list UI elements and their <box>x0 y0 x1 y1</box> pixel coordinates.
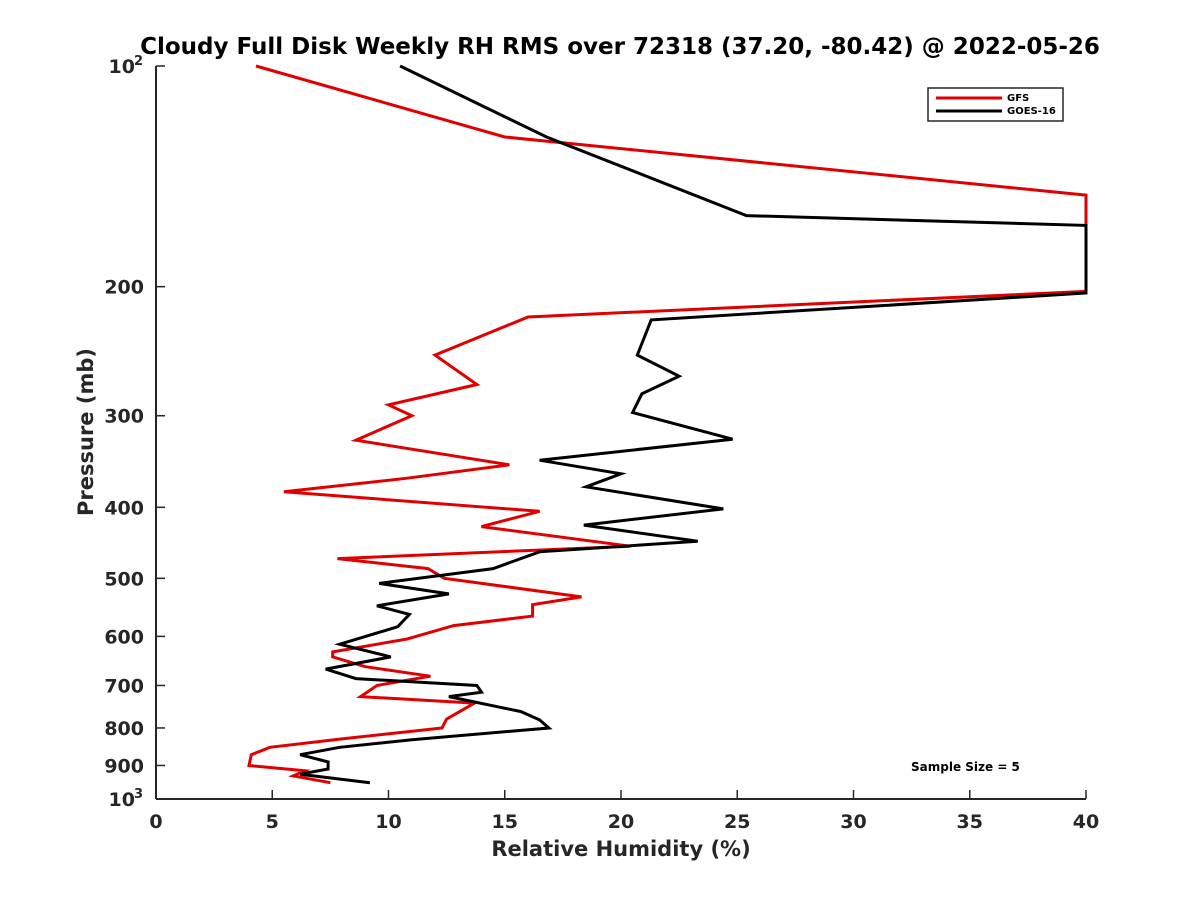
x-tick-label: 5 <box>266 811 279 833</box>
y-tick-label: 600 <box>104 626 144 648</box>
y-tick-exponent: 3 <box>134 787 143 802</box>
x-tick-label: 10 <box>375 811 401 833</box>
y-tick-label: 10 <box>109 56 135 78</box>
x-ticks: 0 5 10 15 20 25 30 35 40 <box>149 790 1099 833</box>
y-tick-label: 300 <box>104 406 144 428</box>
x-tick-label: 40 <box>1073 811 1099 833</box>
x-tick-label: 30 <box>840 811 866 833</box>
y-tick-label: 500 <box>104 568 144 590</box>
x-tick-label: 35 <box>957 811 983 833</box>
series-line-gfs <box>247 64 1088 785</box>
x-tick-label: 0 <box>149 811 162 833</box>
y-axis-label: Pressure (mb) <box>74 348 98 516</box>
y-tick-label: 700 <box>104 675 144 697</box>
chart-title: Cloudy Full Disk Weekly RH RMS over 7231… <box>140 34 1100 60</box>
plot-lines <box>247 64 1088 785</box>
y-tick-label: 900 <box>104 755 144 777</box>
legend: GFS GOES-16 <box>927 87 1064 122</box>
legend-box <box>927 87 1064 122</box>
y-tick-label: 200 <box>104 277 144 299</box>
legend-label-goes16: GOES-16 <box>1007 106 1056 117</box>
y-tick-label: 10 <box>109 789 135 811</box>
x-tick-label: 25 <box>724 811 750 833</box>
x-tick-label: 15 <box>492 811 518 833</box>
y-tick-label: 400 <box>104 497 144 519</box>
legend-label-gfs: GFS <box>1007 93 1029 104</box>
x-tick-label: 20 <box>608 811 634 833</box>
y-tick-exponent: 2 <box>134 54 143 69</box>
y-tick-label: 800 <box>104 718 144 740</box>
sample-size-annotation: Sample Size = 5 <box>911 760 1020 774</box>
series-line-goes16 <box>299 64 1088 785</box>
x-axis-label: Relative Humidity (%) <box>491 837 750 861</box>
